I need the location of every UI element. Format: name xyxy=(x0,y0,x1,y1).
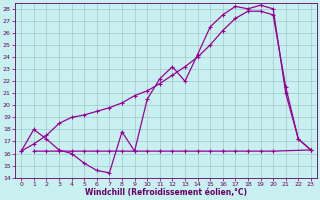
X-axis label: Windchill (Refroidissement éolien,°C): Windchill (Refroidissement éolien,°C) xyxy=(85,188,247,197)
